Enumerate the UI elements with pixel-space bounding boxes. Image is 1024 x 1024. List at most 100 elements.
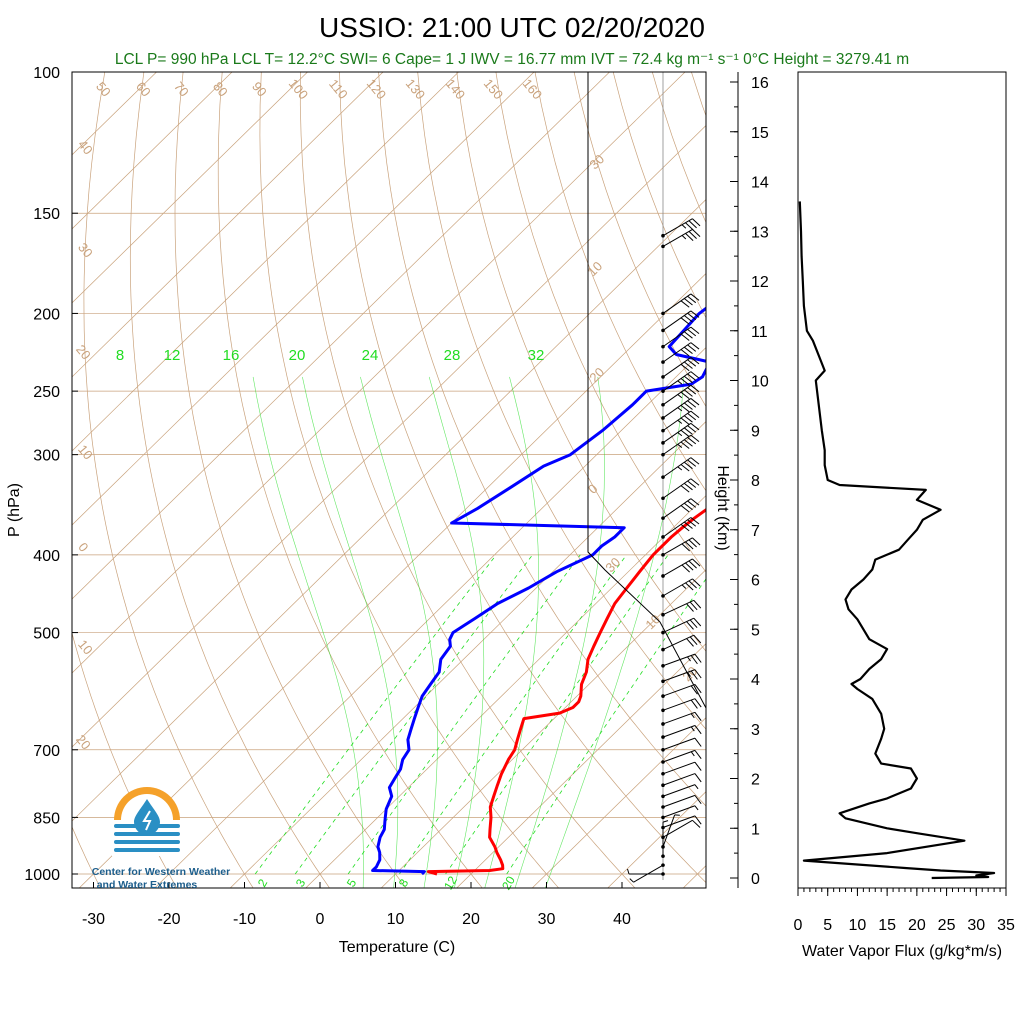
- dry-adiabat-line: [378, 72, 706, 807]
- height-tick-label: 10: [751, 374, 769, 391]
- mixing-ratio-top-label: 28: [444, 347, 461, 364]
- height-tick-label: 15: [751, 125, 769, 142]
- y-tick-label: 400: [33, 548, 60, 565]
- isotherm-line: [72, 72, 384, 378]
- dry-adiabat-line: [731, 72, 1024, 907]
- isotherm-line: [72, 124, 706, 748]
- height-tick-label: 1: [751, 821, 760, 838]
- flux-tick-label: 15: [878, 917, 896, 934]
- wind-barb: [661, 398, 700, 420]
- isotherm-label: 30: [602, 554, 623, 575]
- height-tick-label: 4: [751, 672, 760, 689]
- y-tick-label: 150: [33, 206, 60, 223]
- isotherm-line: [229, 421, 706, 888]
- dry-adiabat-line: [72, 826, 101, 888]
- dry-adiabat-line: [299, 72, 636, 888]
- dry-adiabat-line: [456, 72, 706, 652]
- moist-adiabat-line: [428, 376, 485, 888]
- mixing-ratio-top-label: 20: [289, 347, 306, 364]
- mixing-ratio-top-label: 32: [528, 347, 545, 364]
- dry-adiabat-line: [217, 72, 483, 888]
- mixing-ratio-line: [254, 554, 497, 875]
- mixing-ratio-bottom-label: 2: [255, 876, 271, 889]
- x-tick-label: 10: [387, 911, 405, 928]
- dry-adiabat-line: [417, 72, 706, 730]
- isotherm-line: [531, 717, 706, 888]
- skew-t-panel: 8 12 16 20 24 28 322 3 5 8 12 20 50 60 70 80 90 100 110 12…: [6, 65, 1024, 956]
- height-tick-label: 6: [751, 573, 760, 590]
- dry-adiabat-line: [129, 72, 330, 888]
- mixing-ratio-labels: 8 12 16 20 24 28 322 3 5 8 12 20: [116, 347, 545, 892]
- wind-barb: [661, 669, 702, 684]
- flux-tick-label: 0: [794, 917, 803, 934]
- mixing-ratio-top-label: 24: [362, 347, 379, 364]
- dry-adiabat-line: [174, 72, 407, 888]
- wind-barb: [629, 863, 665, 883]
- logo-line-1: Center for Western Weather: [92, 866, 230, 878]
- height-tick-label: 3: [751, 722, 760, 739]
- height-tick-label: 0: [751, 871, 760, 888]
- wind-barb: [661, 617, 702, 635]
- moist-adiabat-line: [360, 376, 438, 888]
- isotherm-line: [72, 72, 535, 526]
- isotherm-label: 150: [481, 76, 506, 102]
- isotherm-label: 20: [73, 342, 94, 363]
- height-tick-label: 14: [751, 175, 769, 192]
- wind-barb: [661, 805, 699, 820]
- isotherm-label: 120: [364, 76, 389, 102]
- moist-adiabat-line: [514, 376, 605, 888]
- wind-barb: [661, 794, 702, 809]
- isotherm-label: 30: [586, 151, 607, 172]
- skew-t-series: [371, 306, 706, 876]
- skew-t-background-lines: [72, 72, 1024, 907]
- dry-adiabat-line: [651, 72, 706, 224]
- wind-barb: [661, 711, 702, 726]
- wind-barb: [661, 784, 699, 799]
- wind-barb: [661, 517, 700, 539]
- skew-t-axes: -30 -20 -10 0 10 20 30 401001502002503004005007…: [24, 65, 707, 928]
- isotherm-line: [72, 72, 158, 156]
- wind-barb: [661, 537, 701, 557]
- mixing-ratio-bottom-label: 8: [396, 876, 412, 889]
- y-tick-label: 850: [33, 810, 60, 827]
- wind-barb: [661, 228, 701, 249]
- wind-barb: [661, 761, 702, 776]
- wind-barb: [661, 422, 700, 445]
- mixing-ratio-line: [294, 554, 533, 875]
- wind-barb: [661, 384, 700, 407]
- y-tick-label: 1000: [24, 867, 60, 884]
- isotherm-label: 20: [586, 364, 607, 385]
- isotherm-label: 30: [75, 240, 96, 261]
- moist-adiabat-line: [252, 376, 364, 888]
- isotherm-line: [72, 72, 611, 600]
- x-tick-label: 0: [316, 911, 325, 928]
- chart-title: USSIO: 21:00 UTC 02/20/2020: [319, 12, 705, 43]
- x-tick-label: -30: [82, 911, 105, 928]
- dry-adiabat-line: [339, 72, 706, 884]
- height-tick-label: 11: [751, 324, 768, 341]
- isotherm-label: 70: [171, 79, 192, 100]
- x-tick-label: 40: [613, 911, 631, 928]
- dry-adiabat-line: [495, 72, 706, 573]
- flux-frame: [797, 71, 1007, 889]
- mixing-ratio-bottom-label: 20: [499, 873, 518, 892]
- x-tick-label: 20: [462, 911, 480, 928]
- x-tick-label: -10: [233, 911, 256, 928]
- moist-adiabat-line: [545, 376, 685, 888]
- y-tick-label: 700: [33, 743, 60, 760]
- wind-barb: [661, 773, 702, 788]
- y-axis-label: P (hPa): [6, 483, 23, 537]
- dry-adiabat-line: [534, 72, 706, 492]
- flux-profile-line: [798, 201, 996, 880]
- isotherm-label: 80: [210, 79, 231, 100]
- isotherm-label: 90: [249, 79, 270, 100]
- y-tick-label: 300: [33, 448, 60, 465]
- wind-barb: [661, 371, 700, 393]
- isotherm-line: [72, 72, 460, 452]
- height-tick-label: 12: [751, 274, 769, 291]
- isotherm-line: [72, 72, 233, 230]
- x-tick-label: 30: [538, 911, 556, 928]
- dry-adiabat-line: [573, 72, 706, 408]
